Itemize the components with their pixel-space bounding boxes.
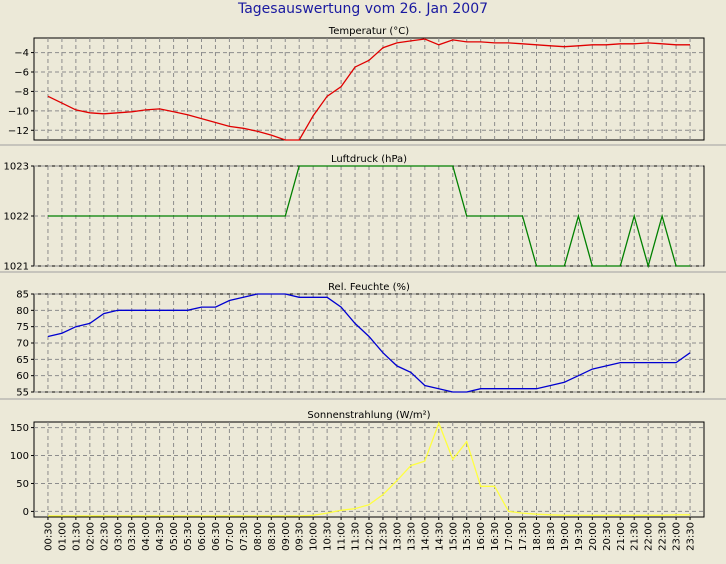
- x-tick-label: 10:00: [309, 522, 320, 551]
- y-tick-label: 0: [23, 507, 29, 518]
- x-tick-label: 14:00: [420, 522, 431, 551]
- chart-title: Rel. Feuchte (%): [328, 282, 410, 293]
- x-tick-label: 21:00: [616, 522, 627, 551]
- y-tick-label: 80: [16, 306, 29, 317]
- x-tick-label: 23:00: [672, 522, 683, 551]
- y-tick-label: 60: [16, 371, 29, 382]
- x-tick-label: 00:30: [43, 522, 54, 551]
- x-tick-label: 10:30: [323, 522, 334, 551]
- x-tick-label: 09:00: [281, 522, 292, 551]
- x-tick-label: 01:00: [57, 522, 68, 551]
- y-tick-label: 150: [10, 423, 29, 434]
- y-tick-label: 50: [16, 479, 29, 490]
- y-tick-label: −10: [8, 106, 29, 117]
- y-tick-label: 1021: [4, 262, 29, 273]
- x-tick-label: 20:30: [602, 522, 613, 551]
- x-tick-label: 02:30: [99, 522, 110, 551]
- x-tick-label: 12:30: [378, 522, 389, 551]
- x-tick-label: 07:30: [239, 522, 250, 551]
- x-tick-label: 13:00: [392, 522, 403, 551]
- x-tick-label: 05:00: [169, 522, 180, 551]
- x-tick-label: 06:30: [211, 522, 222, 551]
- x-tick-label: 22:30: [658, 522, 669, 551]
- series-line: [48, 421, 690, 517]
- charts-canvas: Temperatur (°C) −4 −6 −8 −10 −12 Luftdruck (hP…: [0, 26, 726, 551]
- x-tick-label: 04:30: [155, 522, 166, 551]
- x-tick-label: 17:00: [504, 522, 515, 551]
- y-tick-label: −4: [14, 48, 29, 59]
- x-tick-label: 04:00: [141, 522, 152, 551]
- x-tick-label: 03:00: [113, 522, 124, 551]
- chart-title: Sonnenstrahlung (W/m²): [307, 410, 430, 421]
- x-tick-label: 09:30: [295, 522, 306, 551]
- chart-panel-2: Rel. Feuchte (%) 85 80 75 70 65 60 55: [0, 271, 726, 399]
- x-tick-label: 18:00: [532, 522, 543, 551]
- y-tick-label: −12: [8, 126, 29, 137]
- page-title: Tagesauswertung vom 26. Jan 2007: [237, 1, 489, 17]
- y-tick-label: 55: [16, 388, 29, 399]
- y-tick-label: 75: [16, 322, 29, 333]
- y-tick-label: 70: [16, 339, 29, 350]
- chart-panel-1: Luftdruck (hPa) 1023 1022 1021: [0, 144, 726, 273]
- x-tick-label: 01:30: [71, 522, 82, 551]
- y-tick-label: 85: [16, 290, 29, 301]
- x-tick-label: 15:30: [462, 522, 473, 551]
- series-line: [48, 165, 690, 269]
- y-tick-label: 1022: [4, 212, 29, 223]
- x-tick-label: 19:00: [560, 522, 571, 551]
- x-tick-label: 21:30: [630, 522, 641, 551]
- y-tick-label: −6: [14, 68, 29, 79]
- x-tick-label: 08:30: [267, 522, 278, 551]
- x-tick-label: 17:30: [518, 522, 529, 551]
- series-line: [47, 38, 690, 141]
- x-tick-label: 11:30: [351, 522, 362, 551]
- x-tick-label: 06:00: [197, 522, 208, 551]
- x-tick-label: 20:00: [588, 522, 599, 551]
- x-tick-label: 16:30: [490, 522, 501, 551]
- x-tick-label: 18:30: [546, 522, 557, 551]
- x-tick-label: 03:30: [127, 522, 138, 551]
- chart-title: Luftdruck (hPa): [331, 154, 407, 165]
- x-tick-label: 14:30: [434, 522, 445, 551]
- chart-title: Temperatur (°C): [328, 26, 409, 37]
- x-tick-label: 13:30: [406, 522, 417, 551]
- x-tick-label: 23:30: [686, 522, 697, 551]
- y-tick-label: 100: [10, 451, 29, 462]
- chart-panel-0: Temperatur (°C) −4 −6 −8 −10 −12: [8, 26, 705, 141]
- y-tick-label: 65: [16, 355, 29, 366]
- x-tick-label: 11:00: [337, 522, 348, 551]
- x-tick-label: 16:00: [476, 522, 487, 551]
- chart-panel-3: Sonnenstrahlung (W/m²) 150 100 50 0: [0, 398, 726, 518]
- x-tick-label: 22:00: [644, 522, 655, 551]
- x-tick-label: 12:00: [365, 522, 376, 551]
- series-line: [47, 293, 691, 393]
- y-tick-label: −8: [14, 87, 29, 98]
- x-tick-label: 15:00: [448, 522, 459, 551]
- x-tick-label: 08:00: [253, 522, 264, 551]
- x-tick-label: 05:30: [183, 522, 194, 551]
- x-tick-label: 02:00: [85, 522, 96, 551]
- x-tick-label: 19:30: [574, 522, 585, 551]
- x-tick-label: 07:00: [225, 522, 236, 551]
- y-tick-label: 1023: [4, 162, 29, 173]
